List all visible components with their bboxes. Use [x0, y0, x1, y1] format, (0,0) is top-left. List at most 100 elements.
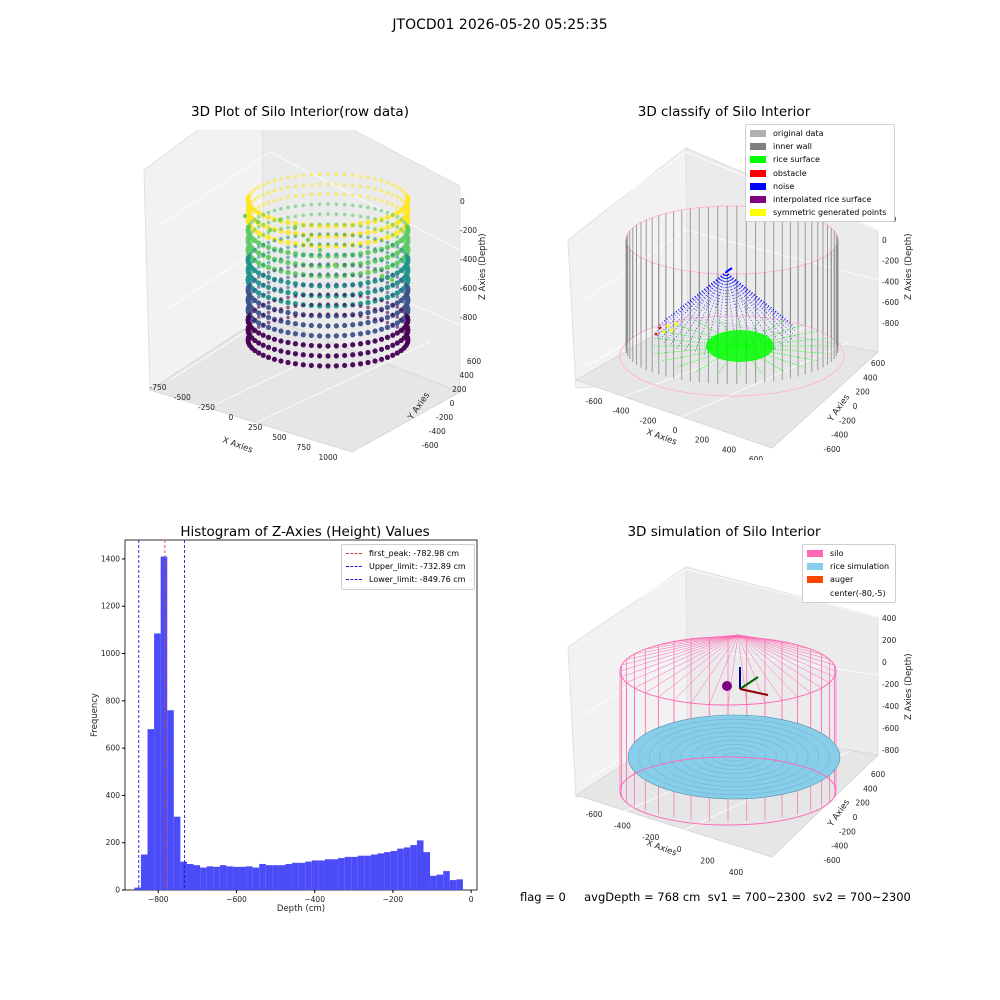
histogram-bar [318, 860, 325, 890]
histogram-bar [338, 858, 345, 890]
raw-x-tick-label: -250 [198, 403, 215, 412]
classify-x-tick-label: 400 [722, 445, 737, 454]
classify-legend-swatch [750, 143, 766, 151]
classify-legend-swatch [750, 156, 766, 164]
histogram-bar [140, 854, 148, 890]
raw-x-tick-label: 250 [248, 423, 263, 432]
simulation-legend-item: rice simulation [807, 560, 891, 573]
classify-z-tick-label: -800 [882, 319, 899, 328]
classify-y-tick-label: -400 [831, 431, 848, 440]
simulation-x-tick-label: 400 [729, 868, 744, 877]
histogram-legend-item: Lower_limit: -849.76 cm [346, 573, 470, 586]
histogram-y-tick-label: 800 [106, 696, 121, 705]
histogram-bar [324, 859, 332, 890]
histogram-bar [298, 862, 306, 890]
raw-x-tick-label: 750 [297, 443, 312, 452]
histogram-x-ticks: −800 −600 −400 −200 0 [148, 890, 474, 904]
histogram-bars [134, 556, 463, 890]
classify-legend-item: interpolated rice surface [750, 193, 890, 206]
raw-x-tick-label: 500 [272, 433, 287, 442]
histogram-bar [331, 859, 339, 890]
classify-3d-plot[interactable]: -600 -400 -200 0 200 400 600 -600 -400 -200 0 200 40… [560, 130, 920, 460]
classify-legend-label: inner wall [773, 142, 813, 152]
simulation-y-tick-label: -600 [823, 856, 840, 865]
classify-axis-ticks: -600 -400 -200 0 200 400 600 -600 -400 -200 0 200 40… [585, 215, 899, 460]
histogram-x-tick-label: 0 [469, 895, 474, 904]
histogram-ylabel: Frequency [90, 693, 100, 737]
raw-z-tick-label: -600 [460, 284, 477, 293]
histogram-bar [344, 856, 352, 890]
raw-xlabel: X Axies [221, 435, 254, 455]
histogram-y-tick-label: 1000 [101, 649, 120, 658]
simulation-z-tick-label: -400 [882, 702, 899, 711]
histogram-bar [167, 710, 174, 890]
histogram-bar [246, 866, 253, 890]
histogram-bar [226, 866, 233, 890]
simulation-legend-item: silo [807, 547, 891, 560]
simulation-z-tick-label: 400 [882, 614, 897, 623]
simulation-legend-label: auger [830, 575, 854, 585]
raw-y-tick-label: 0 [450, 399, 455, 408]
classify-legend-item: inner wall [750, 140, 890, 153]
histogram-chart: −800 −600 −400 −200 0 0 200 400 600 800 1000 1200 1… [90, 539, 478, 914]
classify-legend-label: noise [773, 181, 795, 191]
simulation-legend: silo rice simulation auger center(-80,-5) [802, 544, 896, 603]
histogram-vlines [138, 540, 185, 890]
histogram-bar [147, 729, 155, 890]
histogram-bar [403, 847, 411, 890]
classify-legend-item: symmetric generated points [750, 206, 890, 219]
histogram-legend-line [346, 566, 362, 568]
histogram-legend-line [346, 579, 362, 581]
histogram-legend-item: Upper_limit: -732.89 cm [346, 560, 470, 573]
classify-z-tick-label: -200 [882, 257, 899, 266]
classify-y-tick-label: 0 [853, 402, 858, 411]
histogram-y-tick-label: 400 [106, 791, 121, 800]
histogram-bar [180, 861, 187, 890]
histogram-bar [305, 861, 312, 890]
classify-x-tick-label: -200 [639, 416, 656, 425]
simulation-legend-swatch [807, 550, 823, 558]
classify-x-tick-label: 0 [673, 426, 678, 435]
simulation-y-tick-label: 400 [863, 784, 878, 793]
histogram-title: Histogram of Z-Axies (Height) Values [180, 524, 430, 540]
histogram-bar [292, 862, 299, 890]
histogram-bar [449, 880, 457, 890]
histogram-legend: first_peak: -782.98 cm Upper_limit: -732.… [341, 544, 475, 590]
histogram-bar [252, 867, 260, 890]
histogram-bar [272, 865, 279, 890]
simulation-legend-swatch [807, 589, 823, 597]
simulation-z-tick-label: -800 [882, 746, 899, 755]
classify-legend-swatch [750, 196, 766, 204]
simulation-legend-label: silo [830, 549, 844, 559]
simulation-y-tick-label: 600 [871, 770, 886, 779]
raw-point-cloud [242, 172, 411, 369]
histogram-bar [416, 840, 424, 890]
classify-z-tick-label: -600 [882, 298, 899, 307]
histogram-bar [265, 865, 273, 890]
simulation-3d-plot[interactable]: -600 -400 -200 0 200 400 -600 -400 -200 0 200 400 60… [560, 555, 920, 885]
raw-y-tick-label: 200 [452, 385, 467, 394]
raw-axis-ticks: -750 -500 -250 0 250 500 750 1000 -600 -400 -200 0 2… [149, 197, 481, 460]
simulation-silo-model [619, 634, 841, 826]
histogram-xlabel: Depth (cm) [277, 904, 325, 914]
simulation-zlabel: Z Axies (Depth) [904, 653, 914, 720]
histogram-bar [351, 856, 358, 890]
raw-3d-plot[interactable]: -750 -500 -250 0 250 500 750 1000 -600 -400 -200 0 2… [130, 130, 490, 460]
classify-legend-swatch [750, 182, 766, 190]
histogram-y-ticks: 0 200 400 600 800 1000 1200 1400 [101, 554, 125, 895]
raw-x-tick-label: -750 [149, 383, 166, 392]
histogram-bar [436, 874, 444, 890]
histogram-legend-label: Upper_limit: -732.89 cm [369, 562, 466, 572]
classify-legend-label: interpolated rice surface [773, 195, 872, 205]
histogram-bar [397, 848, 404, 890]
simulation-z-tick-label: -600 [882, 724, 899, 733]
simulation-legend-item: center(-80,-5) [807, 587, 891, 600]
simulation-plot-title: 3D simulation of Silo Interior [627, 524, 821, 540]
histogram-bar [456, 879, 463, 890]
histogram-y-tick-label: 200 [106, 838, 121, 847]
classify-legend-item: obstacle [750, 167, 890, 180]
histogram-bar [259, 863, 266, 890]
histogram-bar [200, 867, 207, 890]
histogram-bar [370, 854, 378, 890]
classify-legend: original data inner wall rice surface obsta… [745, 124, 895, 223]
